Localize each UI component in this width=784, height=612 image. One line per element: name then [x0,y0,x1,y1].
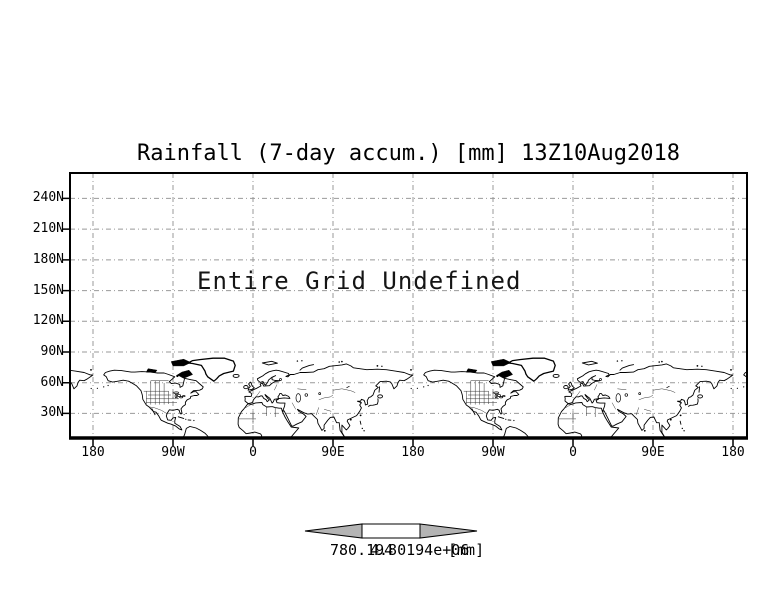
gridlines [70,173,747,438]
y-tick-label: 210N [32,221,64,236]
y-tick-label: 150N [32,283,64,298]
colorbar-min-label: 780.194 [330,541,394,559]
x-tick-label: 90W [481,445,505,460]
y-tick-label: 180N [32,252,64,267]
x-tick-label: 180 [401,445,425,460]
colorbar-left-arrow [304,523,363,539]
x-tick-label: 180 [721,445,745,460]
colorbar-segment [361,523,421,539]
grid-undefined-annotation: Entire Grid Undefined [197,267,522,295]
x-tick-label: 90E [641,445,665,460]
colorbar-units-label: [mm] [448,541,485,559]
chart-title: Rainfall (7-day accum.) [mm] 13Z10Aug201… [136,141,681,166]
y-tick-label: 90N [40,344,64,359]
y-tick-label: 60N [40,375,64,390]
colorbar [304,523,478,539]
world-map [70,357,747,438]
y-tick-label: 30N [40,405,64,420]
x-tick-label: 180 [81,445,105,460]
y-tick-label: 240N [32,190,64,205]
axis-ticks [62,197,734,446]
colorbar-max-label: 4.80194e+06 [370,541,470,559]
x-tick-label: 0 [569,445,577,460]
x-tick-label: 0 [249,445,257,460]
plot-border [69,172,748,440]
x-tick-label: 90E [321,445,345,460]
colorbar-right-arrow [419,523,478,539]
x-tick-label: 90W [161,445,185,460]
y-tick-label: 120N [32,313,64,328]
